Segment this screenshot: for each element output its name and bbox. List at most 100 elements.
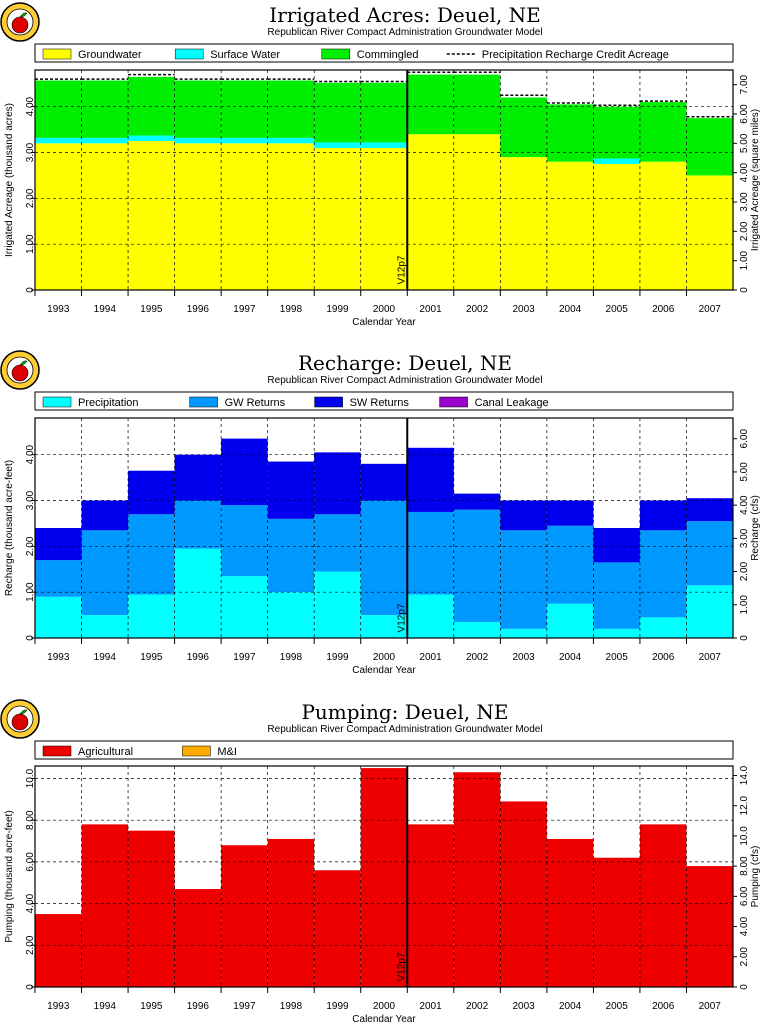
x-tick-label-2001: 2001	[419, 1001, 442, 1012]
logo-apple	[11, 364, 29, 382]
y-axis-title: Pumping (thousand acre-feet)	[4, 810, 15, 942]
x-tick-label-2004: 2004	[559, 304, 582, 315]
legend-swatch-3	[321, 48, 351, 60]
logo-leaf	[19, 709, 28, 715]
x-tick-label-1998: 1998	[280, 1001, 303, 1012]
y-tick-label-3: 3.00	[25, 490, 36, 510]
bar-2007-agricultural	[686, 866, 733, 987]
bar-2004-agricultural	[546, 838, 594, 987]
legend-label-2: M&I	[217, 746, 237, 758]
bar-2004-sw-returns	[546, 500, 594, 526]
y2-tick-label-1: 2.00	[739, 947, 750, 967]
bar-1994-surface-water	[81, 137, 129, 144]
x-tick-label-1997: 1997	[233, 1001, 256, 1012]
bar-1997-gw-returns	[221, 505, 268, 577]
x-tick-label-2003: 2003	[512, 304, 535, 315]
logo-leaf	[19, 12, 28, 18]
bar-1995-groundwater	[128, 141, 175, 290]
y-tick-label-1: 2.00	[25, 935, 36, 955]
bar-2003-agricultural	[500, 801, 547, 987]
y2-tick-label-5: 5.00	[739, 462, 750, 482]
x-tick-label-1996: 1996	[187, 304, 210, 315]
bar-1999-groundwater	[314, 147, 361, 290]
x-tick-label-2005: 2005	[606, 652, 629, 663]
legend-label-1: Agricultural	[78, 746, 133, 758]
y2-tick-label-2: 4.00	[739, 916, 750, 936]
legend: Groundwater Surface Water Commingled Precip…	[34, 43, 734, 63]
bar-1993-gw-returns	[35, 560, 82, 597]
legend-swatch-3	[314, 396, 343, 408]
x-tick-label-1998: 1998	[280, 304, 303, 315]
y2-tick-label-3: 3.00	[739, 528, 750, 548]
bar-1995-surface-water	[128, 135, 175, 142]
bar-1994-groundwater	[81, 143, 129, 290]
y-tick-label-2: 2.00	[25, 188, 36, 208]
bar-1997-precipitation	[221, 576, 268, 638]
logo-icon	[0, 2, 40, 42]
x-tick-label-2006: 2006	[652, 652, 675, 663]
chart-title: Irrigated Acres: Deuel, NE	[269, 3, 540, 27]
y-axis-title: Irrigated Acreage (thousand acres)	[4, 103, 15, 257]
bar-1999-commingled	[314, 82, 361, 143]
bar-1997-agricultural	[221, 845, 268, 987]
x-tick-label-1994: 1994	[94, 1001, 117, 1012]
y2-tick-label-1: 1.00	[739, 595, 750, 615]
bar-2007-commingled	[686, 118, 733, 176]
y2-tick-label-6: 12.0	[739, 796, 750, 816]
y-tick-label-4: 8.00	[25, 810, 36, 830]
x-tick-label-1996: 1996	[187, 652, 210, 663]
plot-frame	[34, 417, 734, 639]
bar-2002-commingled	[453, 74, 501, 135]
x-axis: 1993 1994 1995 1996 1997 1998 1999 2000 2001 2002…	[34, 638, 721, 676]
bar-2000-surface-water	[360, 142, 408, 148]
y-axis-right: 0 2.00 4.00 6.00 8.00 10.0 12.0 14.0 Pumping (cf…	[733, 765, 761, 990]
logo-icon	[0, 350, 40, 390]
x-tick-label-2002: 2002	[466, 1001, 489, 1012]
legend-label-3: SW Returns	[350, 397, 410, 409]
bar-2003-gw-returns	[500, 530, 547, 629]
x-tick-label-2007: 2007	[699, 1001, 722, 1012]
plot-area: V12p7	[34, 69, 734, 291]
bar-1996-groundwater	[174, 143, 222, 290]
x-tick-label-1993: 1993	[47, 304, 70, 315]
x-tick-label-2004: 2004	[559, 652, 582, 663]
bar-2005-precipitation	[593, 628, 640, 638]
bar-1998-surface-water	[267, 137, 315, 144]
bar-2005-surface-water	[593, 158, 640, 164]
bar-1996-surface-water	[174, 137, 222, 144]
legend-swatch-2	[174, 48, 204, 60]
legend-label-1: Precipitation	[78, 397, 139, 409]
y-tick-label-2: 2.00	[25, 536, 36, 556]
y2-axis-title: Recharge (cfs)	[750, 495, 761, 561]
y-axis-left: 0 2.00 4.00 6.00 8.00 10.0 Pumping (thousand a…	[4, 768, 36, 989]
logo-icon	[0, 699, 40, 739]
bar-2002-precipitation	[453, 621, 501, 638]
bar-2002-sw-returns	[453, 493, 501, 510]
y2-tick-label-0: 0	[739, 635, 750, 641]
legend-swatch-1	[42, 396, 72, 408]
legend: Agricultural M&I	[34, 740, 734, 760]
x-tick-label-1995: 1995	[140, 652, 163, 663]
y-axis-title: Recharge (thousand acre-feet)	[4, 460, 15, 596]
x-tick-label-2003: 2003	[512, 1001, 535, 1012]
bar-1996-commingled	[174, 80, 222, 138]
legend-label-2: Surface Water	[210, 49, 280, 61]
legend-frame	[34, 43, 734, 63]
bar-1999-surface-water	[314, 142, 361, 148]
bar-1993-groundwater	[35, 143, 82, 290]
legend-frame	[34, 740, 734, 760]
bar-2004-gw-returns	[546, 525, 594, 604]
bar-2001-gw-returns	[407, 511, 454, 595]
bar-2002-groundwater	[453, 134, 501, 290]
logo-apple	[11, 713, 29, 731]
x-axis-title: Calendar Year	[352, 1014, 416, 1024]
x-tick-label-2004: 2004	[559, 1001, 582, 1012]
x-tick-label-1993: 1993	[47, 1001, 70, 1012]
bar-1996-agricultural	[174, 889, 222, 987]
bar-2003-commingled	[500, 97, 547, 158]
bar-1998-precipitation	[267, 592, 315, 638]
bar-1999-sw-returns	[314, 452, 361, 515]
chart-title: Pumping: Deuel, NE	[301, 700, 508, 724]
y2-tick-label-4: 8.00	[739, 856, 750, 876]
